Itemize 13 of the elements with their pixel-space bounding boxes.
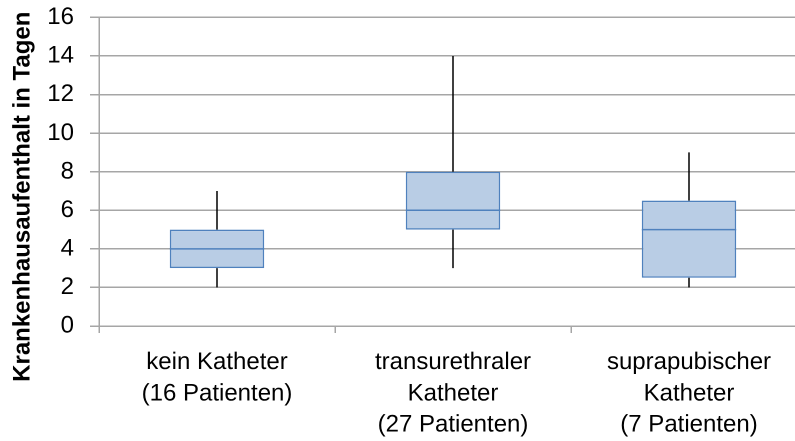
y-tick-label: 16 bbox=[47, 3, 74, 30]
y-tick-label: 0 bbox=[60, 312, 74, 339]
y-tick-label: 14 bbox=[47, 42, 74, 69]
y-tick-label: 4 bbox=[60, 234, 74, 262]
y-tick-label: 10 bbox=[47, 118, 74, 146]
y-tick-label: 2 bbox=[60, 273, 74, 300]
x-tick-label: transurethraler Katheter (27 Patienten) bbox=[374, 348, 532, 438]
x-tick-label: kein Katheter (16 Patienten) bbox=[142, 348, 292, 406]
y-tick-label: 12 bbox=[47, 80, 74, 108]
y-tick-label: 8 bbox=[60, 157, 74, 184]
y-axis-title: Krankenhausaufenthalt in Tagen bbox=[8, 12, 36, 382]
x-tick-label: suprapubischer Katheter (7 Patienten) bbox=[606, 348, 772, 438]
y-tick-label: 6 bbox=[60, 196, 74, 223]
